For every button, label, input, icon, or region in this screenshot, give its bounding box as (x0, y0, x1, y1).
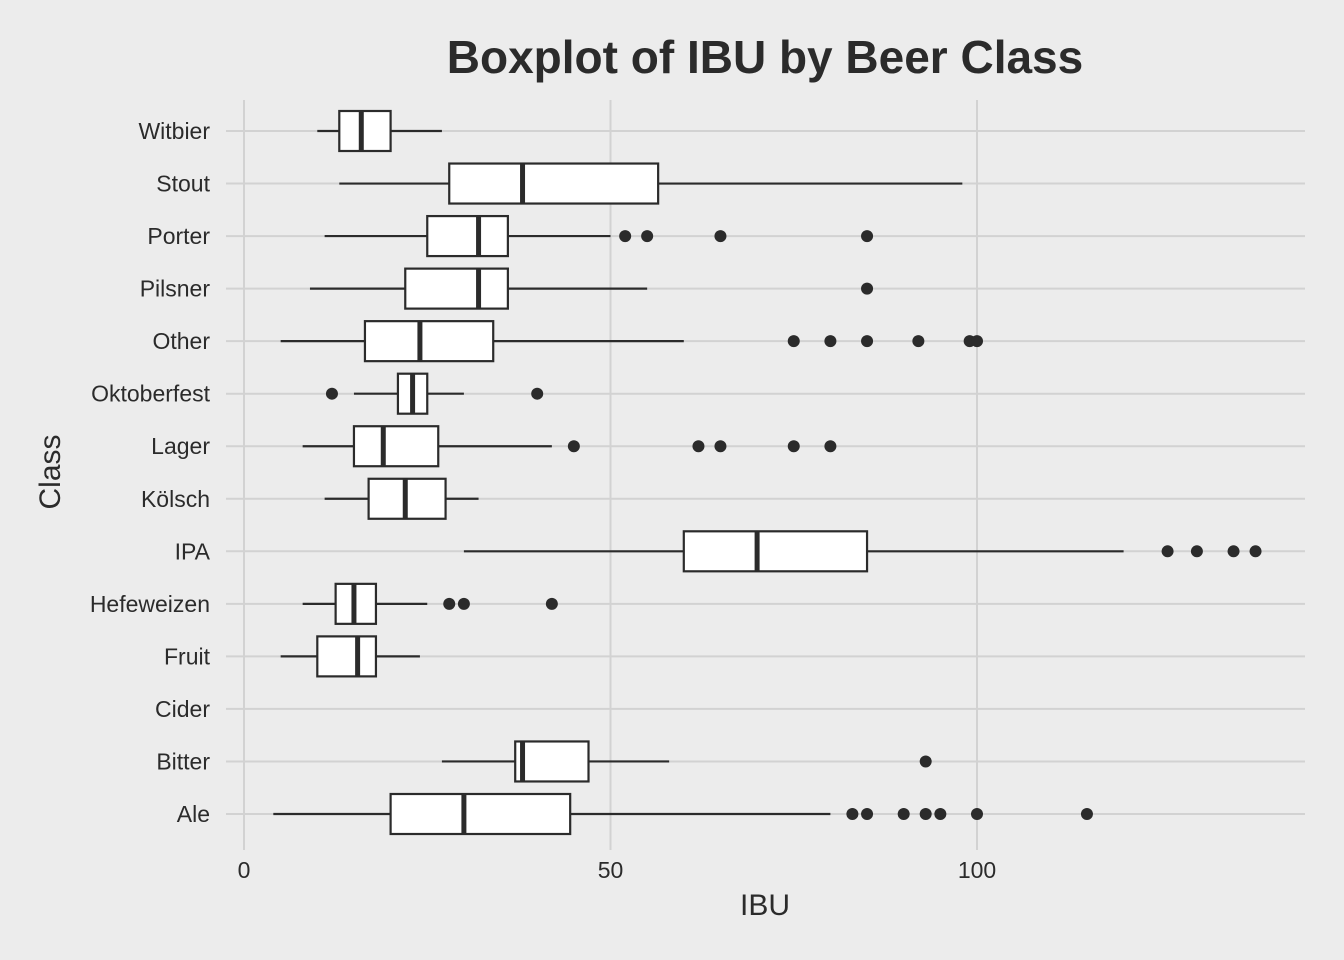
x-tick-label: 100 (958, 857, 996, 883)
outlier-point (714, 230, 727, 243)
outlier-point (1080, 808, 1093, 820)
box-iqr (363, 320, 495, 363)
box-group (324, 477, 479, 520)
box-group (463, 530, 1262, 573)
box-group (273, 792, 1093, 836)
box-iqr (514, 740, 590, 783)
y-tick-label: Porter (147, 223, 210, 249)
outlier-point (1190, 545, 1203, 558)
box-group (302, 425, 837, 468)
outlier-point (912, 335, 925, 348)
box-iqr (404, 267, 509, 310)
box-group (280, 320, 983, 363)
outlier-point (692, 440, 705, 453)
box-iqr (352, 425, 440, 468)
outlier-point (1249, 545, 1262, 558)
y-tick-label: Other (152, 328, 210, 354)
box-iqr (338, 109, 392, 153)
box-group (302, 582, 558, 625)
outlier-point (619, 230, 632, 243)
boxes (273, 109, 1262, 836)
y-tick-label: Pilsner (140, 276, 211, 302)
outlier-point (824, 440, 837, 453)
y-tick-label: Cider (155, 696, 210, 722)
outlier-point (531, 387, 544, 400)
outlier-point (934, 808, 947, 820)
x-axis-title: IBU (740, 889, 790, 922)
outlier-point (971, 808, 983, 820)
y-tick-label: Kölsch (141, 486, 210, 512)
box-group (325, 372, 544, 415)
outlier-point (787, 440, 800, 453)
outlier-point (861, 808, 874, 820)
outlier-point (641, 230, 654, 243)
chart-title: Boxplot of IBU by Beer Class (447, 31, 1083, 83)
outlier-point (897, 808, 910, 820)
outlier-point (919, 808, 932, 820)
outlier-point (325, 387, 338, 400)
box-group (317, 109, 442, 153)
outlier-point (443, 597, 456, 610)
box-iqr (426, 214, 509, 258)
box-group (324, 214, 874, 258)
x-tick-label: 50 (598, 857, 624, 883)
outlier-point (457, 597, 470, 610)
grid-lines (226, 100, 1305, 850)
box-iqr (448, 162, 660, 205)
box-iqr (389, 792, 572, 836)
box-group (309, 267, 874, 310)
outlier-point (545, 597, 558, 610)
outlier-point (861, 282, 874, 295)
y-tick-label: Bitter (156, 748, 210, 774)
outlier-point (861, 230, 874, 243)
x-tick-label: 0 (238, 857, 251, 883)
outlier-point (861, 335, 874, 348)
y-tick-label: Stout (156, 171, 210, 197)
outlier-point (567, 440, 580, 453)
y-tick-label: Fruit (164, 643, 211, 669)
box-group (339, 162, 963, 205)
y-tick-label: Lager (151, 433, 210, 459)
y-tick-label: IPA (175, 538, 211, 564)
outlier-point (971, 335, 983, 348)
box-iqr (682, 530, 869, 573)
outlier-point (919, 755, 932, 768)
outlier-point (714, 440, 727, 453)
y-tick-label: Oktoberfest (91, 381, 210, 407)
y-tick-label: Ale (177, 801, 210, 827)
outlier-point (824, 335, 837, 348)
outlier-point (846, 808, 859, 820)
outlier-point (1161, 545, 1174, 558)
box-iqr (316, 635, 378, 678)
box-group (441, 740, 932, 783)
y-axis-title: Class (34, 434, 67, 509)
y-tick-label: Witbier (138, 118, 210, 144)
outlier-point (787, 335, 800, 348)
tick-labels: 0 50 100 Ale Bitter Cider Fruit Hefeweizen IPA Kö… (90, 118, 996, 883)
outlier-point (1227, 545, 1240, 558)
box-group (280, 635, 420, 678)
y-tick-label: Hefeweizen (90, 591, 210, 617)
